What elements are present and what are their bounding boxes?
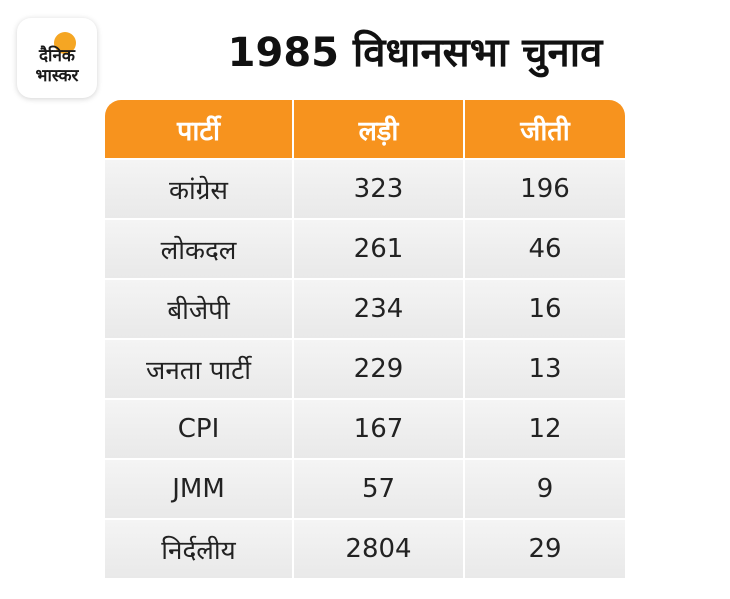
won-cell: 16 bbox=[463, 278, 625, 338]
won-cell: 12 bbox=[463, 398, 625, 458]
contested-cell: 323 bbox=[292, 158, 463, 218]
won-cell: 9 bbox=[463, 458, 625, 518]
column-header-party: पार्टी bbox=[105, 100, 292, 158]
logo-line-1: दैनिक bbox=[39, 46, 75, 66]
won-cell: 13 bbox=[463, 338, 625, 398]
contested-cell: 57 bbox=[292, 458, 463, 518]
won-cell: 29 bbox=[463, 518, 625, 578]
contested-cell: 234 bbox=[292, 278, 463, 338]
won-cell: 46 bbox=[463, 218, 625, 278]
party-cell: JMM bbox=[105, 458, 292, 518]
column-header-won: जीती bbox=[463, 100, 625, 158]
dainik-bhaskar-logo: दैनिक भास्कर bbox=[17, 18, 97, 98]
table-row: बीजेपी 234 16 bbox=[105, 278, 625, 338]
table-row: निर्दलीय 2804 29 bbox=[105, 518, 625, 578]
contested-cell: 2804 bbox=[292, 518, 463, 578]
results-table: पार्टी लड़ी जीती कांग्रेस 323 196 लोकदल … bbox=[105, 100, 625, 578]
won-cell: 196 bbox=[463, 158, 625, 218]
table-row: लोकदल 261 46 bbox=[105, 218, 625, 278]
party-cell: CPI bbox=[105, 398, 292, 458]
table-row: CPI 167 12 bbox=[105, 398, 625, 458]
party-cell: लोकदल bbox=[105, 218, 292, 278]
party-cell: निर्दलीय bbox=[105, 518, 292, 578]
contested-cell: 261 bbox=[292, 218, 463, 278]
table-row: जनता पार्टी 229 13 bbox=[105, 338, 625, 398]
contested-cell: 167 bbox=[292, 398, 463, 458]
contested-cell: 229 bbox=[292, 338, 463, 398]
column-header-contested: लड़ी bbox=[292, 100, 463, 158]
table-row: कांग्रेस 323 196 bbox=[105, 158, 625, 218]
party-cell: कांग्रेस bbox=[105, 158, 292, 218]
sun-icon bbox=[54, 32, 76, 54]
logo-line-2: भास्कर bbox=[35, 66, 79, 86]
table-row: JMM 57 9 bbox=[105, 458, 625, 518]
page-title: 1985 विधानसभा चुनाव bbox=[227, 30, 603, 76]
header-row: पार्टी लड़ी जीती bbox=[105, 100, 625, 158]
party-cell: बीजेपी bbox=[105, 278, 292, 338]
party-cell: जनता पार्टी bbox=[105, 338, 292, 398]
